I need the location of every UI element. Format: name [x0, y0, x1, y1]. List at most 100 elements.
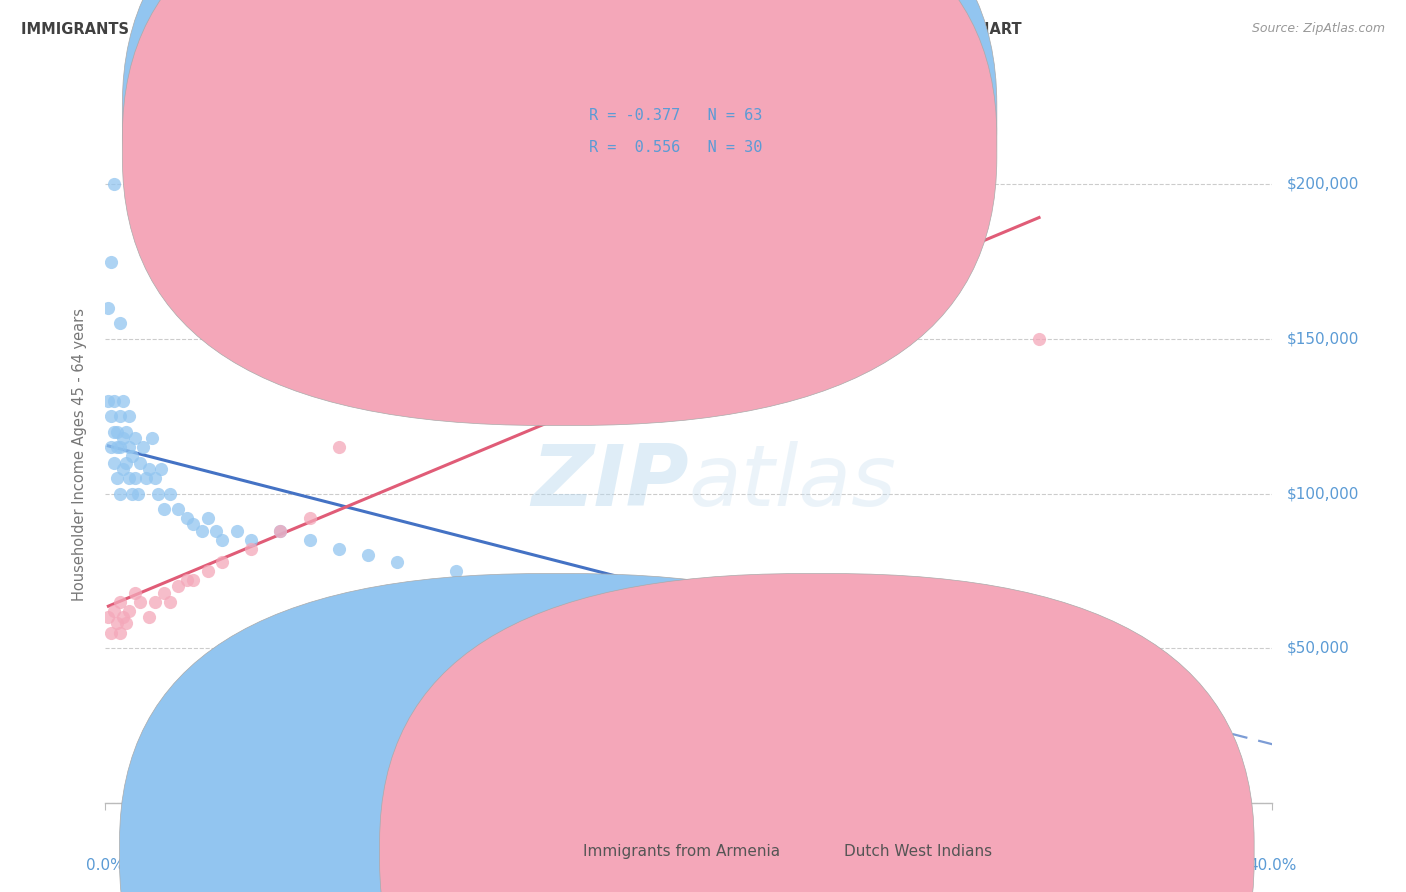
Text: $200,000: $200,000: [1286, 177, 1358, 192]
Point: [100, 254, 122, 268]
Point: [197, 511, 219, 525]
Point: [211, 555, 233, 569]
Point: [385, 555, 408, 569]
Text: 40.0%: 40.0%: [1249, 858, 1296, 873]
Text: $150,000: $150,000: [1286, 332, 1358, 346]
Text: ZIP: ZIP: [531, 442, 689, 524]
Text: Immigrants from Armenia: Immigrants from Armenia: [583, 845, 780, 859]
Point: [108, 317, 131, 331]
Point: [502, 573, 524, 587]
Point: [132, 440, 155, 454]
Point: [100, 625, 122, 640]
Point: [105, 425, 128, 439]
Point: [97, 610, 120, 624]
Point: [105, 440, 128, 454]
Point: [357, 549, 380, 563]
Point: [115, 456, 138, 470]
Point: [108, 595, 131, 609]
Point: [143, 471, 166, 485]
Point: [211, 533, 233, 547]
Point: [118, 471, 141, 485]
Point: [129, 456, 152, 470]
Point: [115, 616, 138, 631]
Point: [502, 400, 524, 414]
Point: [105, 616, 128, 631]
Point: [108, 440, 131, 454]
Point: [678, 579, 700, 593]
Point: [108, 409, 131, 424]
Point: [561, 363, 583, 377]
Point: [181, 573, 204, 587]
Text: $50,000: $50,000: [1286, 640, 1350, 656]
Point: [135, 471, 157, 485]
Text: IMMIGRANTS FROM ARMENIA VS DUTCH WEST INDIAN HOUSEHOLDER INCOME AGES 45 - 64 YEA: IMMIGRANTS FROM ARMENIA VS DUTCH WEST IN…: [21, 22, 1022, 37]
Point: [115, 425, 138, 439]
Point: [141, 431, 163, 445]
Text: Dutch West Indians: Dutch West Indians: [844, 845, 991, 859]
Point: [108, 486, 131, 500]
Point: [240, 533, 263, 547]
Point: [105, 471, 128, 485]
Point: [152, 585, 174, 599]
Point: [328, 542, 350, 557]
Point: [118, 604, 141, 618]
Text: Source: ZipAtlas.com: Source: ZipAtlas.com: [1251, 22, 1385, 36]
Point: [111, 462, 134, 476]
Point: [129, 595, 152, 609]
Text: R = -0.377   N = 63: R = -0.377 N = 63: [589, 108, 762, 122]
Point: [124, 585, 146, 599]
Point: [103, 425, 125, 439]
Point: [127, 486, 149, 500]
Point: [181, 517, 204, 532]
Point: [205, 524, 228, 538]
Point: [1028, 332, 1050, 346]
Point: [97, 393, 120, 408]
Point: [167, 579, 190, 593]
Point: [190, 524, 212, 538]
Point: [97, 301, 120, 315]
Point: [111, 431, 134, 445]
Point: [138, 462, 160, 476]
Point: [298, 533, 321, 547]
Y-axis label: Householder Income Ages 45 - 64 years: Householder Income Ages 45 - 64 years: [72, 309, 87, 601]
Point: [111, 393, 134, 408]
Point: [118, 440, 141, 454]
Point: [328, 440, 350, 454]
Point: [911, 595, 934, 609]
Point: [737, 585, 759, 599]
Point: [619, 585, 641, 599]
Point: [118, 409, 141, 424]
Text: 0.0%: 0.0%: [86, 858, 125, 873]
Point: [103, 456, 125, 470]
Point: [357, 393, 380, 408]
Point: [240, 542, 263, 557]
Point: [167, 502, 190, 516]
Point: [103, 178, 125, 192]
Point: [138, 610, 160, 624]
Point: [561, 579, 583, 593]
Point: [269, 524, 292, 538]
Point: [100, 440, 122, 454]
Point: [108, 625, 131, 640]
Point: [159, 595, 181, 609]
Point: [121, 486, 143, 500]
Point: [149, 462, 172, 476]
Point: [444, 564, 467, 578]
Point: [197, 564, 219, 578]
Point: [124, 431, 146, 445]
Point: [269, 524, 292, 538]
Point: [103, 393, 125, 408]
Text: R =  0.556   N = 30: R = 0.556 N = 30: [589, 140, 762, 154]
Point: [152, 502, 174, 516]
Point: [121, 450, 143, 464]
Point: [385, 400, 408, 414]
Text: atlas: atlas: [689, 442, 897, 524]
Point: [103, 604, 125, 618]
Point: [225, 524, 247, 538]
Point: [852, 601, 875, 615]
Point: [146, 486, 169, 500]
Point: [100, 409, 122, 424]
Point: [298, 511, 321, 525]
Point: [444, 378, 467, 392]
Point: [824, 595, 846, 609]
